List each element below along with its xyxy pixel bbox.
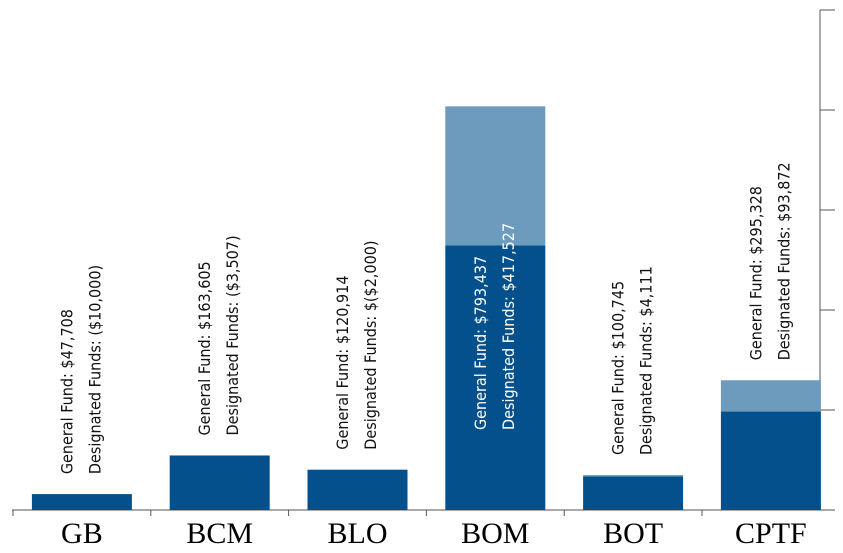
value-label: General Fund: $793,437 (471, 256, 490, 430)
bar-segment (169, 455, 270, 510)
value-label: Designated Funds: $417,527 (499, 223, 518, 430)
value-label: General Fund: $120,914 (333, 276, 352, 450)
value-label: General Fund: $295,328 (746, 186, 765, 360)
x-tick-label: BOT (603, 517, 663, 550)
bar-segment (31, 494, 132, 510)
x-tick-label: BCM (186, 517, 253, 550)
bar-segment (307, 469, 408, 510)
value-label: Designated Funds: $93,872 (774, 162, 793, 360)
value-label: Designated Funds: ($3,507) (223, 235, 242, 435)
bar-segment (720, 380, 821, 412)
bar-segment (445, 106, 546, 246)
value-label: Designated Funds: ($10,000) (85, 265, 104, 474)
value-label: General Fund: $47,708 (57, 309, 76, 474)
value-label: General Fund: $100,745 (609, 281, 628, 455)
bar-segment (720, 411, 821, 510)
value-label: General Fund: $163,605 (195, 261, 214, 435)
bar-segment (583, 475, 684, 477)
value-label: Designated Funds: $($2,000) (361, 240, 380, 449)
x-tick-label: BLO (328, 517, 388, 550)
x-tick-label: BOM (461, 517, 529, 550)
x-tick-label: GB (61, 517, 103, 550)
value-label: Designated Funds: $4,111 (637, 266, 656, 455)
x-tick-label: CPTF (735, 517, 807, 550)
bar-segment (583, 476, 684, 510)
bar-segment (445, 245, 546, 510)
